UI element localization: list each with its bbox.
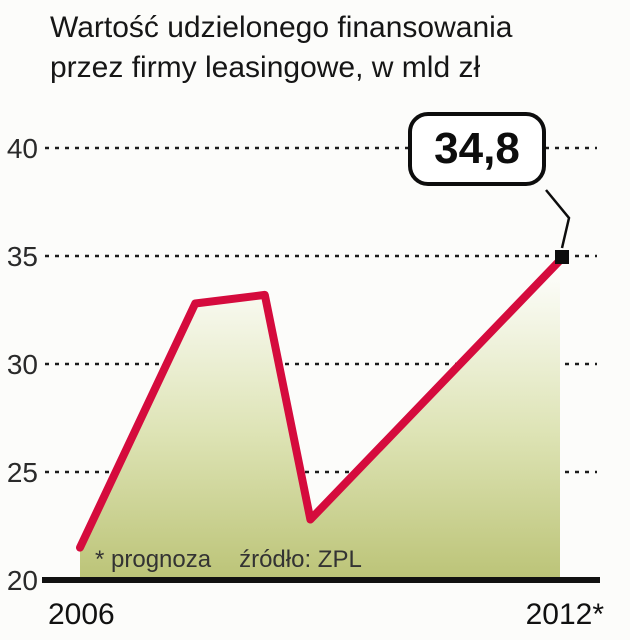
y-tick-label: 35	[7, 241, 38, 272]
y-tick-labels: 20 25 30 35 40	[7, 133, 38, 596]
end-marker	[555, 250, 569, 264]
y-tick-label: 20	[7, 565, 38, 596]
chart-title: Wartość udzielonego finansowania przez f…	[50, 8, 513, 87]
y-tick-label: 30	[7, 349, 38, 380]
x-axis-labels: 2006 2012*	[48, 598, 604, 632]
chart-annotation: * prognoza źródło: ZPL	[95, 546, 362, 574]
source-note: źródło: ZPL	[239, 546, 362, 573]
area-fill	[80, 260, 560, 578]
chart-title-line2: przez firmy leasingowe, w mld zł	[50, 50, 481, 84]
chart-title-line1: Wartość udzielonego finansowania	[50, 11, 513, 44]
forecast-note: * prognoza	[95, 546, 212, 573]
x-axis-label-end: 2012*	[525, 598, 604, 631]
value-callout: 34,8	[408, 112, 546, 186]
x-axis-label-start: 2006	[48, 598, 115, 631]
y-tick-label: 40	[7, 133, 38, 164]
callout-tail	[545, 189, 571, 249]
value-callout-label: 34,8	[434, 124, 520, 173]
data-line	[76, 256, 564, 552]
y-tick-label: 25	[7, 457, 38, 488]
